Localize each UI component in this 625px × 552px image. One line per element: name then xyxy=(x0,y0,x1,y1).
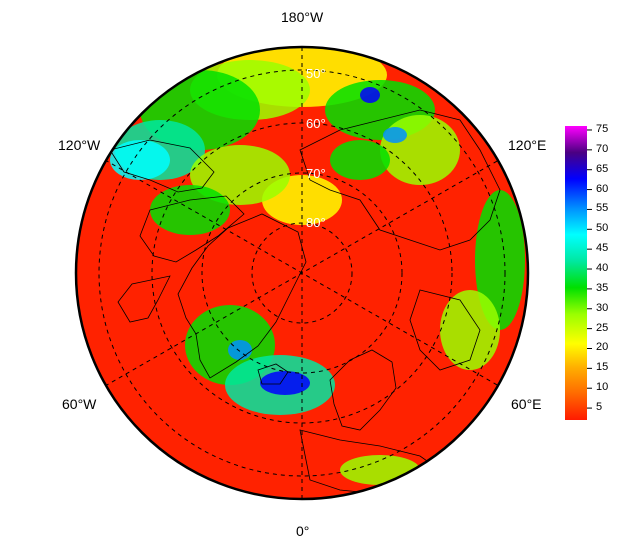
lat-label-80: 80° xyxy=(306,215,326,230)
scandinavia-outline xyxy=(329,349,397,431)
colorbar-tick-label: 75 xyxy=(596,122,609,135)
heat-cell xyxy=(228,340,252,360)
map-border xyxy=(74,45,530,501)
lat-label-50: 50° xyxy=(306,66,326,81)
alaska-outline xyxy=(109,139,215,193)
colorbar-tick-label: 40 xyxy=(596,262,609,275)
lon-label-60e: 60°E xyxy=(511,396,542,412)
colorbar-tick-label: 10 xyxy=(596,381,609,394)
colorbar-tick-label: 20 xyxy=(596,341,609,354)
lat-label-60: 60° xyxy=(306,116,326,131)
heat-cell xyxy=(330,140,390,180)
colorbar-tick-label: 55 xyxy=(596,202,609,215)
siberia-outline xyxy=(299,109,501,251)
colorbar-tick-label: 60 xyxy=(596,182,609,195)
colorbar-tick-label: 25 xyxy=(596,321,609,334)
lon-label-120e: 120°E xyxy=(508,137,547,153)
heat-cell xyxy=(383,127,407,143)
heat-cell xyxy=(260,371,310,395)
colorbar-tick-label: 70 xyxy=(596,142,609,155)
lat-circle-50 xyxy=(98,69,506,477)
colorbar-tick-label: 5 xyxy=(596,401,603,414)
colorbar-tick-label: 30 xyxy=(596,301,609,314)
colorbar-tick-label: 45 xyxy=(596,242,609,255)
colorbar-tick-label: 15 xyxy=(596,361,609,374)
lon-label-180w: 180°W xyxy=(281,9,324,25)
iceland-outline xyxy=(257,363,289,385)
heat-cell xyxy=(110,140,170,180)
heat-cell xyxy=(440,290,500,370)
lon-label-0: 0° xyxy=(296,523,310,539)
lon-label-120w: 120°W xyxy=(58,137,101,153)
colorbar-tick-label: 65 xyxy=(596,162,609,175)
colorbar-tick-label: 35 xyxy=(596,281,609,294)
lat-label-70: 70° xyxy=(306,166,326,181)
lon-label-60w: 60°W xyxy=(62,396,97,412)
colorbar xyxy=(565,126,587,420)
meridian-60w-120e xyxy=(104,159,500,387)
lat-circle-70 xyxy=(201,172,403,374)
heat-cell xyxy=(360,87,380,103)
heat-cell xyxy=(380,115,460,185)
heat-cell xyxy=(190,145,290,205)
heat-cell xyxy=(340,455,420,485)
colorbar-tick-label: 50 xyxy=(596,222,609,235)
heat-cell xyxy=(475,190,525,330)
